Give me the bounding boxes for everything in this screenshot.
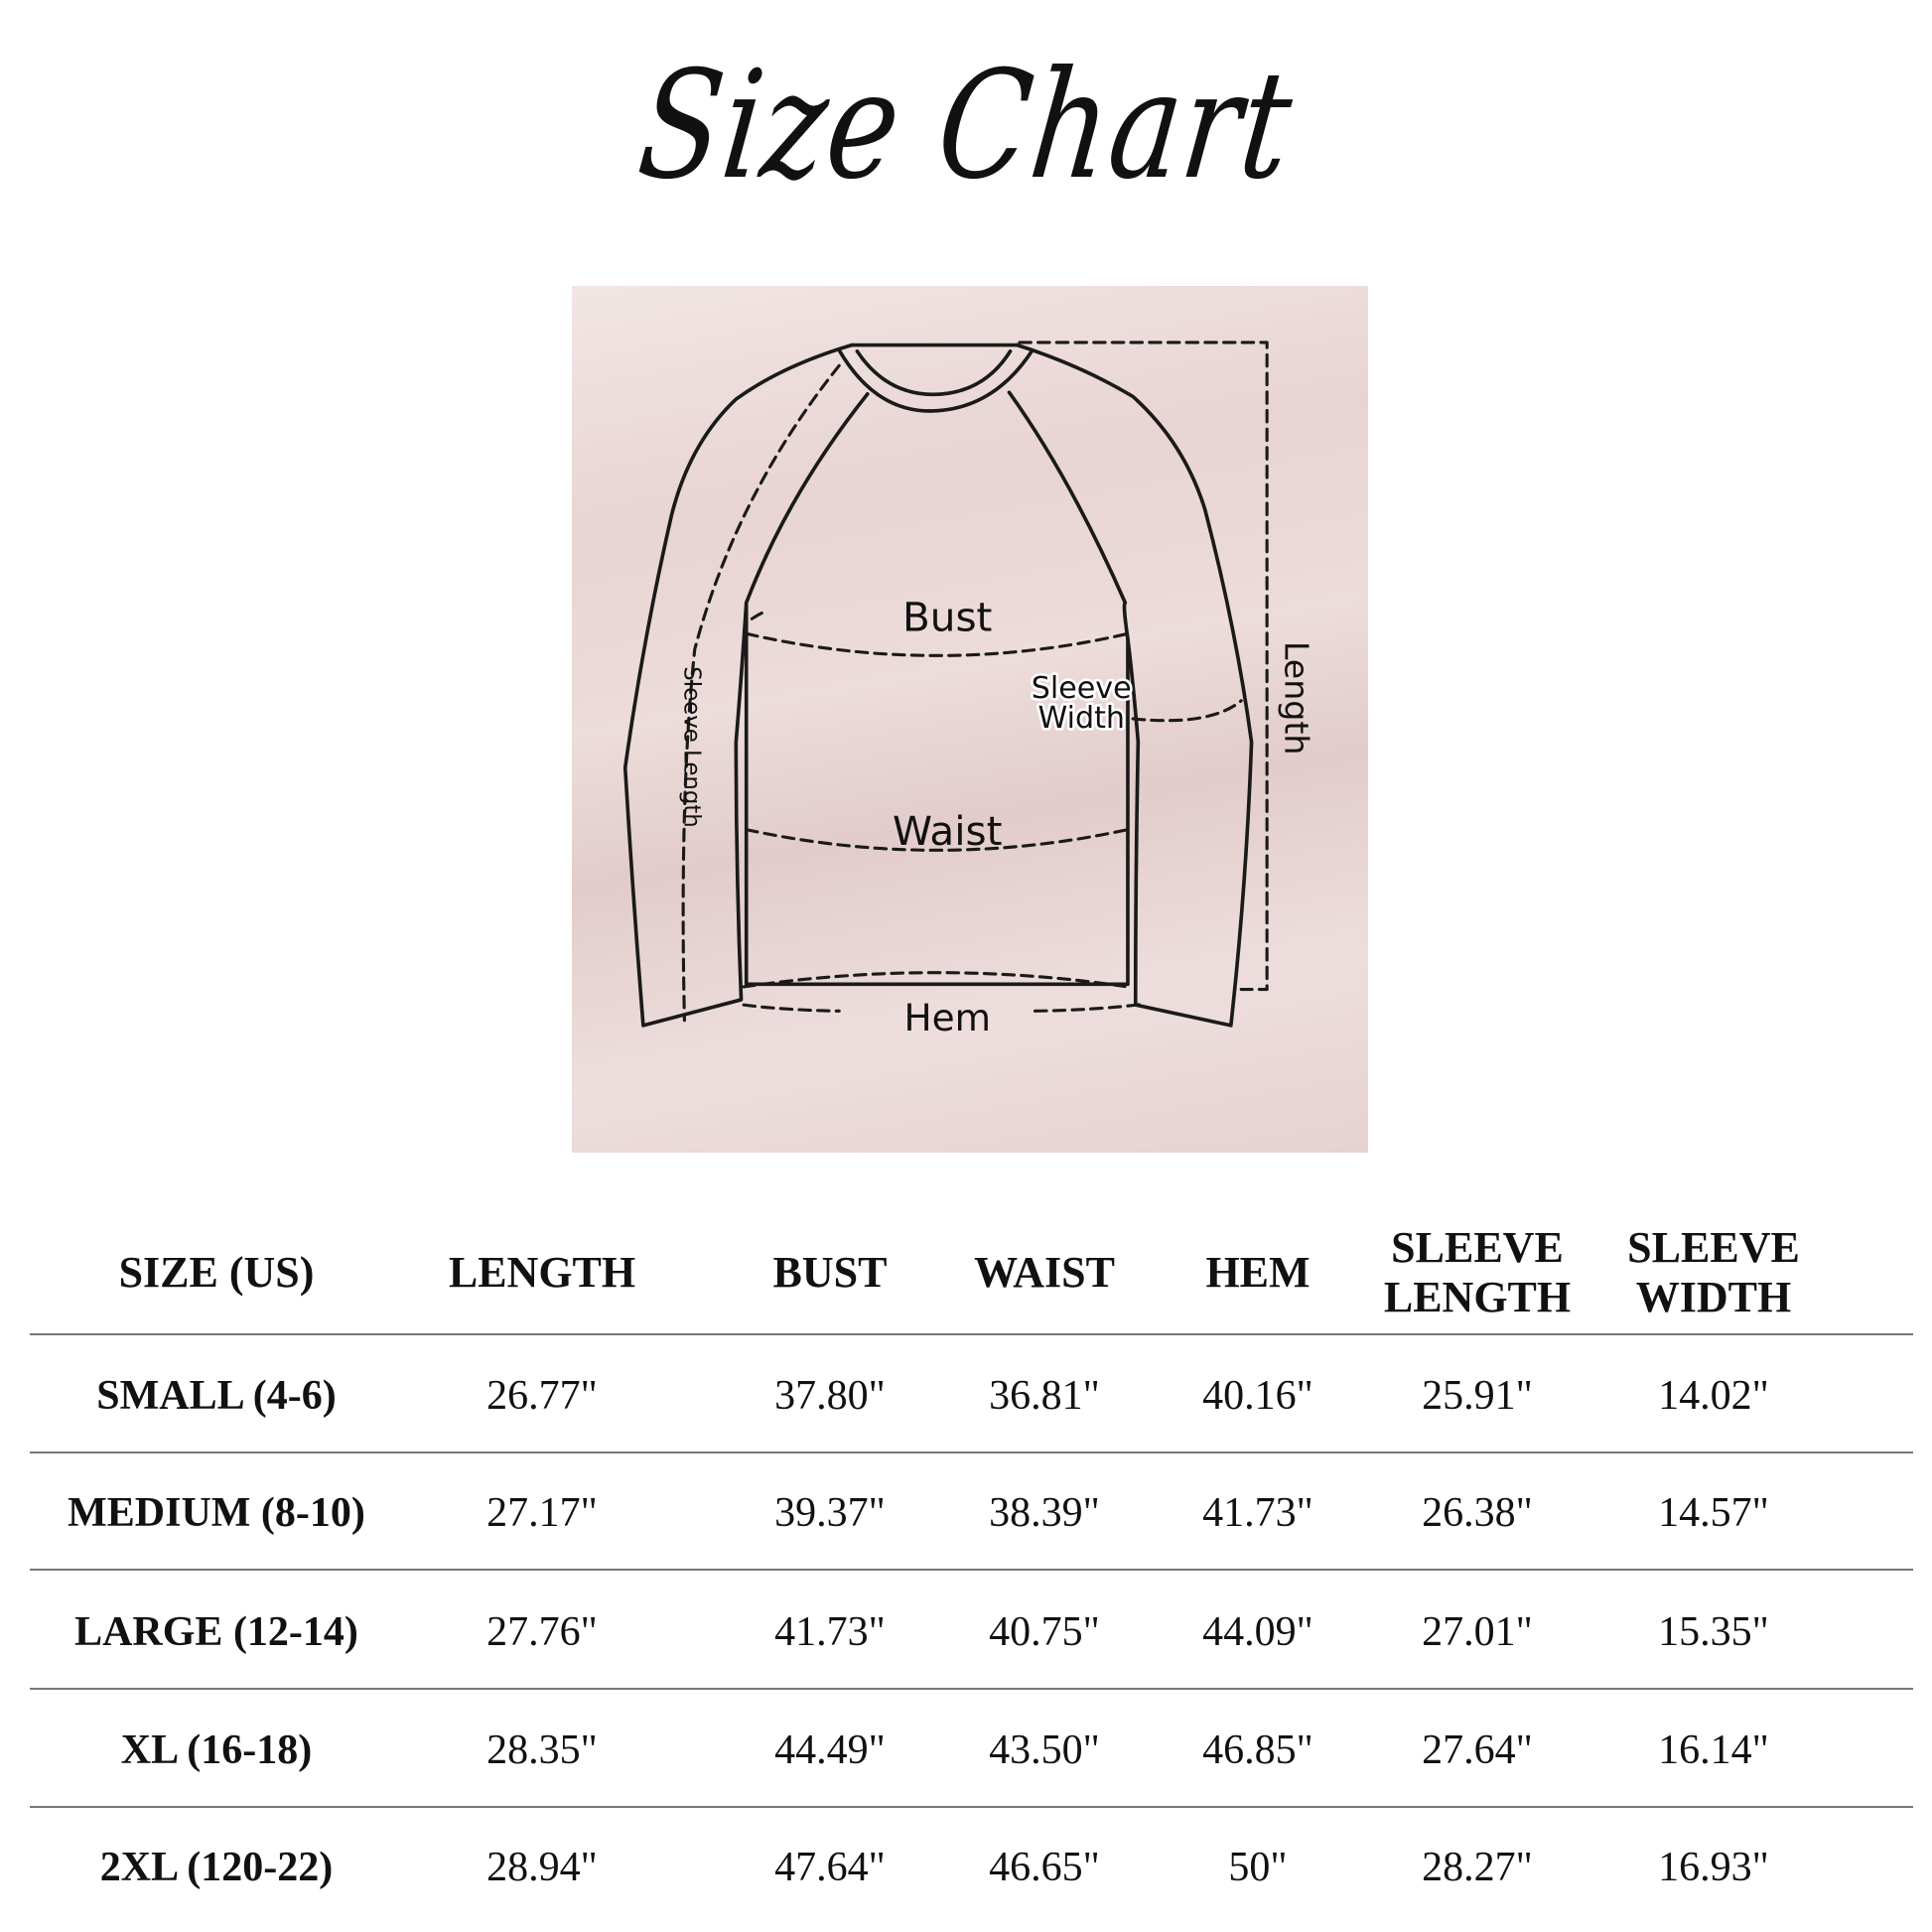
measurement-cell: 46.85" xyxy=(1202,1727,1313,1773)
column-header-line: LENGTH xyxy=(448,1248,636,1297)
column-header: SLEEVE LENGTH xyxy=(1384,1223,1571,1322)
row-divider xyxy=(30,1688,1913,1690)
size-label: MEDIUM (8-10) xyxy=(68,1490,365,1536)
waist-label: Waist xyxy=(893,807,1003,855)
measurement-cell: 27.17" xyxy=(486,1490,598,1536)
measurement-cell: 27.64" xyxy=(1422,1727,1533,1773)
sweater-measurement-diagram: Bust Sleeve Width Waist Hem Length Sleev… xyxy=(572,286,1368,1153)
measurement-cell: 15.35" xyxy=(1658,1609,1769,1655)
measurement-cell: 41.73" xyxy=(774,1609,886,1655)
measurement-cell: 40.75" xyxy=(989,1609,1100,1655)
measurement-cell: 16.93" xyxy=(1658,1845,1769,1890)
bust-label: Bust xyxy=(902,594,992,641)
sleeve-width-label-line1: Sleeve xyxy=(1032,671,1132,706)
sweater-outline xyxy=(622,343,1254,1028)
column-header-line: SLEEVE xyxy=(1391,1223,1564,1272)
measurement-cell: 40.16" xyxy=(1202,1373,1313,1419)
measurement-cell: 27.01" xyxy=(1422,1609,1533,1655)
measurement-cell: 36.81" xyxy=(989,1373,1100,1419)
column-header-line: HEM xyxy=(1205,1248,1311,1297)
column-header-line: SLEEVE xyxy=(1627,1223,1800,1272)
column-header-line: BUST xyxy=(772,1248,888,1297)
hem-label: Hem xyxy=(903,996,991,1039)
column-header-line: LENGTH xyxy=(1383,1273,1572,1321)
measurement-cell: 43.50" xyxy=(989,1727,1100,1773)
measurement-cell: 39.37" xyxy=(774,1490,886,1536)
measurement-cell: 38.39" xyxy=(989,1490,1100,1536)
measurement-cell: 14.02" xyxy=(1658,1373,1769,1419)
measurement-cell: 28.94" xyxy=(486,1845,598,1890)
sweater-illustration: Bust Sleeve Width Waist Hem Length Sleev… xyxy=(622,341,1315,1039)
measurement-cell: 14.57" xyxy=(1658,1490,1769,1536)
column-header: HEM xyxy=(1205,1248,1310,1298)
length-label: Length xyxy=(1277,641,1315,756)
row-divider xyxy=(30,1451,1913,1453)
column-header: BUST xyxy=(773,1248,888,1298)
column-header: LENGTH xyxy=(449,1248,635,1298)
page-title: Size Chart xyxy=(630,40,1302,212)
measurement-cell: 44.09" xyxy=(1202,1609,1313,1655)
column-header-line: WIDTH xyxy=(1635,1273,1792,1321)
measurement-cell: 46.65" xyxy=(989,1845,1100,1890)
row-divider xyxy=(30,1806,1913,1808)
size-label: LARGE (12-14) xyxy=(74,1609,358,1655)
column-header: WAIST xyxy=(974,1248,1115,1298)
column-header-line: SIZE (US) xyxy=(118,1248,315,1297)
row-divider xyxy=(30,1569,1913,1571)
measurement-cell: 16.14" xyxy=(1658,1727,1769,1773)
measurement-cell: 26.77" xyxy=(486,1373,598,1419)
size-label: 2XL (120-22) xyxy=(99,1845,334,1890)
measurement-cell: 28.27" xyxy=(1422,1845,1533,1890)
row-divider xyxy=(30,1333,1913,1335)
measurement-cell: 25.91" xyxy=(1422,1373,1533,1419)
measurement-cell: 27.76" xyxy=(486,1609,598,1655)
measurement-cell: 41.73" xyxy=(1202,1490,1313,1536)
column-header: SLEEVE WIDTH xyxy=(1627,1223,1800,1322)
sleeve-width-label-line2: Width xyxy=(1037,701,1124,736)
measurement-cell: 44.49" xyxy=(774,1727,886,1773)
sleeve-length-label: Sleeve Length xyxy=(678,666,704,827)
measurement-cell: 26.38" xyxy=(1422,1490,1533,1536)
column-header: SIZE (US) xyxy=(119,1248,315,1298)
measurement-cell: 28.35" xyxy=(486,1727,598,1773)
column-header-line: WAIST xyxy=(974,1248,1115,1297)
measurement-cell: 50" xyxy=(1228,1845,1288,1890)
measurement-cell: 37.80" xyxy=(774,1373,886,1419)
measurement-guides xyxy=(681,341,1269,1023)
size-label: XL (16-18) xyxy=(120,1727,313,1773)
measurement-cell: 47.64" xyxy=(774,1845,886,1890)
size-label: SMALL (4-6) xyxy=(96,1373,337,1419)
